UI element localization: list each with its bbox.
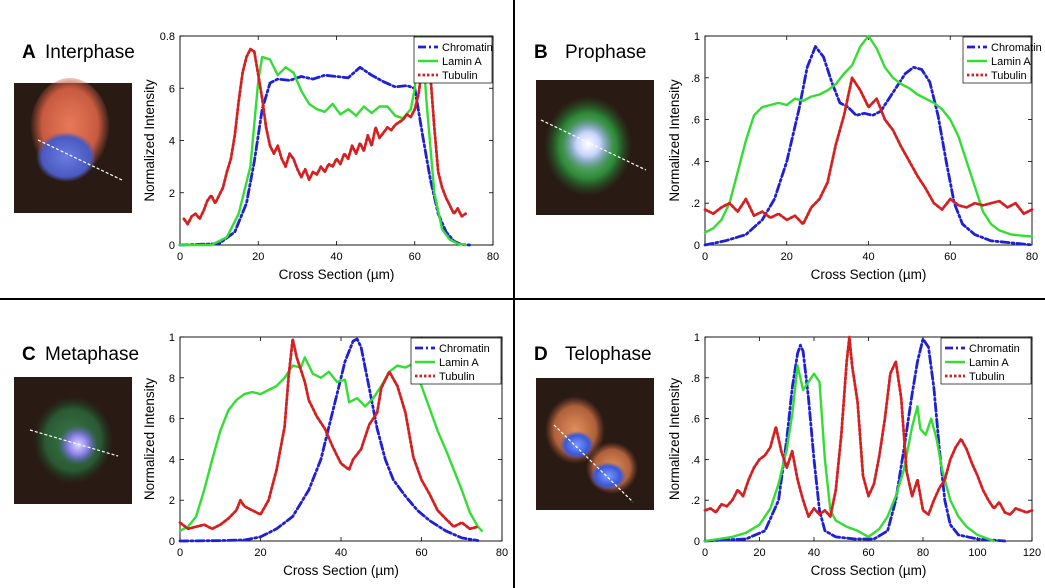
x-axis-label: Cross Section (µm): [279, 267, 395, 282]
y-tick-label: .8: [691, 373, 700, 385]
y-tick-label: .4: [691, 454, 700, 466]
y-tick-label: 6: [169, 414, 175, 426]
series-line-tubulin: [703, 335, 1034, 518]
x-tick-label: 20: [753, 547, 765, 559]
panel-c-title: Metaphase: [45, 344, 139, 365]
y-axis-label: Normalized Intensity: [142, 79, 157, 202]
series-line-lamin-a: [703, 364, 995, 543]
legend-label: Chromatin: [991, 42, 1042, 54]
y-tick-label: .4: [691, 156, 700, 168]
panel-a-title: Interphase: [45, 42, 135, 63]
series-line-tubulin: [182, 39, 468, 226]
plot-prophase: 0 20 40 60 80 0 .2 .4 .6 .8 1 Cross Section (µm) Nor…: [667, 31, 1042, 282]
plot-telophase: 0 20 40 60 80 100 120 0 .2 .4 .6 .8 1 Cross Section (…: [667, 332, 1041, 578]
x-tick-label: 0: [177, 251, 183, 263]
y-tick-label: 0.8: [160, 31, 175, 43]
series-line-lamin-a: [178, 356, 484, 532]
y-tick-label: 1: [169, 332, 175, 344]
micrograph-telophase: [536, 378, 654, 510]
panel-b-title: Prophase: [565, 42, 646, 63]
micrograph-interphase: [14, 78, 132, 213]
x-tick-label: 20: [252, 251, 264, 263]
x-tick-label: 100: [968, 547, 986, 559]
x-tick-label: 0: [702, 547, 708, 559]
micrograph-metaphase: [14, 377, 132, 504]
x-axis-label: Cross Section (µm): [283, 563, 399, 578]
y-tick-label: .2: [691, 198, 700, 210]
x-tick-label: 80: [1026, 251, 1038, 263]
plot-interphase: 0 20 40 60 80 0 2 4 6 0.8 Cross Section (µm) Normal…: [142, 31, 499, 282]
panel-a-letter: A: [22, 42, 36, 63]
y-axis-label: Normalized Intensity: [142, 378, 157, 501]
y-tick-label: .6: [691, 115, 700, 127]
y-tick-label: 1: [694, 31, 700, 43]
legend-label: Lamin A: [969, 357, 1009, 369]
plot-metaphase: 0 20 40 60 80 0 2 4 6 8 1 Cross Section (µm) Normali…: [142, 332, 508, 578]
y-axis-label: Normalized Intensity: [667, 79, 682, 202]
x-tick-label: 0: [177, 547, 183, 559]
series-line-lamin-a: [703, 34, 1034, 238]
legend-label: Chromatin: [442, 42, 493, 54]
legend-label: Lamin A: [991, 56, 1031, 68]
legend-label: Lamin A: [442, 56, 482, 68]
series-line-chromatin: [178, 337, 480, 543]
y-axis-label: Normalized Intensity: [667, 378, 682, 501]
x-tick-label: 80: [917, 547, 929, 559]
panel-c-letter: C: [22, 344, 36, 365]
x-tick-label: 40: [330, 251, 342, 263]
panel-d-letter: D: [534, 344, 548, 365]
legend-label: Chromatin: [969, 343, 1020, 355]
legend-label: Tubulin: [442, 70, 478, 82]
micrograph-prophase: [536, 80, 654, 215]
legend-label: Tubulin: [991, 70, 1027, 82]
x-tick-label: 40: [335, 547, 347, 559]
y-tick-label: 2: [169, 495, 175, 507]
panel-d-title: Telophase: [565, 344, 652, 365]
y-tick-label: .6: [691, 414, 700, 426]
y-tick-label: 0: [694, 536, 700, 548]
panel-b-letter: B: [534, 42, 548, 63]
x-tick-label: 40: [862, 251, 874, 263]
y-tick-label: 4: [169, 136, 175, 148]
y-tick-label: 0: [694, 240, 700, 252]
x-tick-label: 60: [409, 251, 421, 263]
legend-label: Tubulin: [969, 371, 1005, 383]
legend-label: Lamin A: [439, 357, 479, 369]
x-axis-label: Cross Section (µm): [811, 563, 927, 578]
x-tick-label: 0: [702, 251, 708, 263]
x-tick-label: 20: [781, 251, 793, 263]
x-tick-label: 60: [944, 251, 956, 263]
y-tick-label: 2: [169, 188, 175, 200]
y-tick-label: 0: [169, 536, 175, 548]
legend-label: Tubulin: [439, 371, 475, 383]
x-tick-label: 120: [1023, 547, 1041, 559]
y-tick-label: 6: [169, 83, 175, 95]
series-line-tubulin: [178, 337, 480, 531]
x-tick-label: 60: [415, 547, 427, 559]
y-tick-label: 4: [169, 454, 175, 466]
series-line-tubulin: [703, 76, 1034, 226]
x-tick-label: 60: [862, 547, 874, 559]
x-tick-label: 40: [808, 547, 820, 559]
legend-label: Chromatin: [439, 343, 490, 355]
x-tick-label: 20: [254, 547, 266, 559]
y-tick-label: .8: [691, 73, 700, 85]
y-tick-label: .2: [691, 495, 700, 507]
x-tick-label: 80: [496, 547, 508, 559]
y-tick-label: 8: [169, 373, 175, 385]
x-axis-label: Cross Section (µm): [811, 267, 927, 282]
x-tick-label: 80: [487, 251, 499, 263]
y-tick-label: 0: [169, 240, 175, 252]
y-tick-label: 1: [694, 332, 700, 344]
